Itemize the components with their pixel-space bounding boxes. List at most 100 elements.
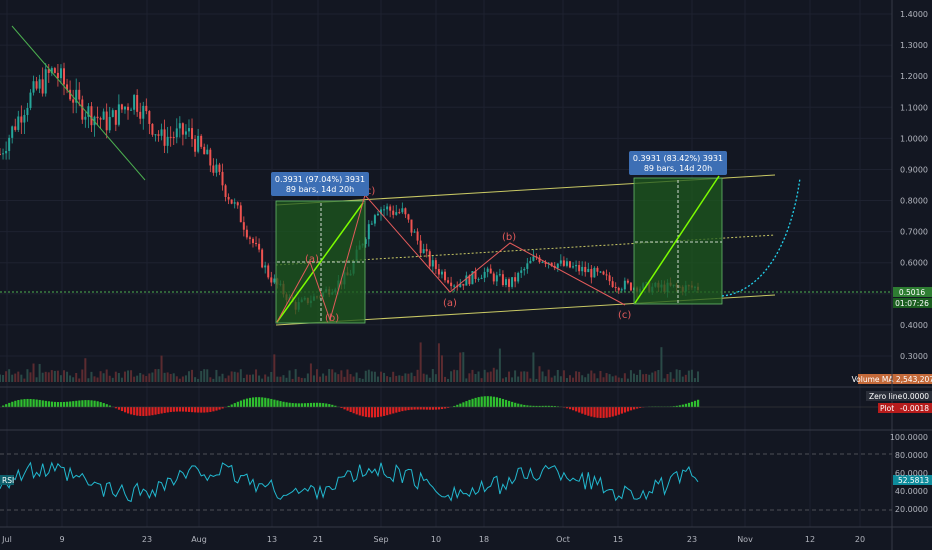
volume-bar xyxy=(373,371,376,382)
macd-bar xyxy=(440,407,444,410)
macd-bar xyxy=(672,406,675,407)
volume-bar xyxy=(221,373,224,382)
candle-body xyxy=(495,275,498,282)
candle-body xyxy=(447,280,450,283)
volume-bar xyxy=(194,377,197,382)
candle-body xyxy=(50,68,53,73)
candle-body xyxy=(444,271,447,281)
candle-body xyxy=(264,265,267,268)
volume-bar xyxy=(255,369,258,382)
price-axis[interactable]: 1.4000 1.3000 1.2000 1.1000 1.0000 0.9000 0.80… xyxy=(900,10,928,361)
volume-bar xyxy=(99,371,102,382)
macd-bar xyxy=(230,404,233,407)
volume-bar xyxy=(331,369,334,382)
macd-bar xyxy=(425,407,428,410)
macd-bar xyxy=(456,404,459,407)
volume-bar xyxy=(291,378,294,382)
macd-bar xyxy=(261,397,264,407)
volume-bar xyxy=(383,372,386,382)
volume-bar xyxy=(544,376,547,382)
macd-bar xyxy=(474,397,477,407)
volume-bar xyxy=(148,373,151,382)
macd-bar xyxy=(629,407,633,411)
macd-bar xyxy=(11,401,14,407)
macd-bar xyxy=(416,407,419,410)
volume-bar xyxy=(130,370,133,382)
volume-bar xyxy=(380,371,383,382)
candle-body xyxy=(383,209,386,211)
macd-bar xyxy=(632,407,636,410)
macd-bar xyxy=(81,400,84,407)
macd-bar xyxy=(209,407,212,412)
macd-bar xyxy=(511,401,514,407)
macd-bar xyxy=(187,407,191,412)
candle-body xyxy=(492,273,495,282)
volume-bar xyxy=(581,375,584,382)
macd-bar xyxy=(264,397,267,407)
candle-body xyxy=(230,199,233,204)
volume-bar xyxy=(343,376,346,382)
macd-bar xyxy=(523,404,526,407)
volume-bar xyxy=(456,370,459,382)
volume-bar xyxy=(632,373,635,382)
macd-bar xyxy=(288,402,291,407)
volume-bar xyxy=(553,375,556,382)
volume-bar xyxy=(309,363,312,382)
macd-bar xyxy=(108,405,111,407)
macd-bar xyxy=(684,403,688,407)
candle-body xyxy=(419,240,422,254)
macd-bar xyxy=(693,400,697,407)
volume-bar xyxy=(678,370,681,382)
candle-body xyxy=(197,135,200,152)
macd-bar xyxy=(139,407,142,416)
candle-body xyxy=(364,239,367,244)
candle-body xyxy=(221,171,224,186)
downtrend-line[interactable] xyxy=(11,25,146,181)
macd-bar xyxy=(529,405,532,407)
volume-bar xyxy=(474,374,477,382)
macd-bar xyxy=(422,407,425,410)
macd-bar xyxy=(151,407,154,416)
candle-body xyxy=(203,146,206,155)
macd-bar xyxy=(312,402,316,407)
volume-bar xyxy=(184,375,187,382)
volume-bar xyxy=(562,370,565,382)
macd-bar xyxy=(380,407,383,417)
volume-bar xyxy=(352,376,355,382)
price-tick-label: 1.3000 xyxy=(900,41,928,50)
volume-bar xyxy=(401,375,404,382)
volume-bar xyxy=(35,377,38,382)
volume-bar xyxy=(2,374,5,382)
candle-body xyxy=(11,126,14,138)
macd-bar xyxy=(14,400,17,407)
projection-curve[interactable] xyxy=(721,177,801,297)
macd-bar xyxy=(66,401,69,407)
candle-body xyxy=(194,139,197,152)
candle-body xyxy=(578,265,581,272)
volume-bar xyxy=(285,377,288,382)
macd-bar xyxy=(236,401,239,407)
macd-bar xyxy=(166,407,169,413)
macd-bar xyxy=(489,396,492,407)
volume-bar xyxy=(465,378,468,382)
macd-bar xyxy=(355,407,358,415)
time-axis[interactable]: Jul 9 23 Aug 13 21 Sep 10 18 Oct 15 23 Nov 12 20 xyxy=(1,535,865,544)
candle-body xyxy=(413,231,416,233)
macd-bar xyxy=(395,407,398,413)
rsi-value-tag xyxy=(893,475,932,485)
volume-bar xyxy=(425,374,428,382)
volume-bar xyxy=(511,377,514,382)
macd-bar xyxy=(611,407,614,417)
volume-bar xyxy=(105,369,108,382)
macd-bar xyxy=(361,407,364,417)
macd-bar xyxy=(495,397,499,407)
volume-bar xyxy=(419,342,422,382)
volume-bar xyxy=(133,376,136,382)
macd-bar xyxy=(492,396,495,407)
candle-body xyxy=(599,271,602,273)
volume-bar xyxy=(364,370,367,382)
macd-bar xyxy=(303,403,307,407)
macd-bar xyxy=(47,401,50,407)
macd-bar xyxy=(639,407,642,408)
